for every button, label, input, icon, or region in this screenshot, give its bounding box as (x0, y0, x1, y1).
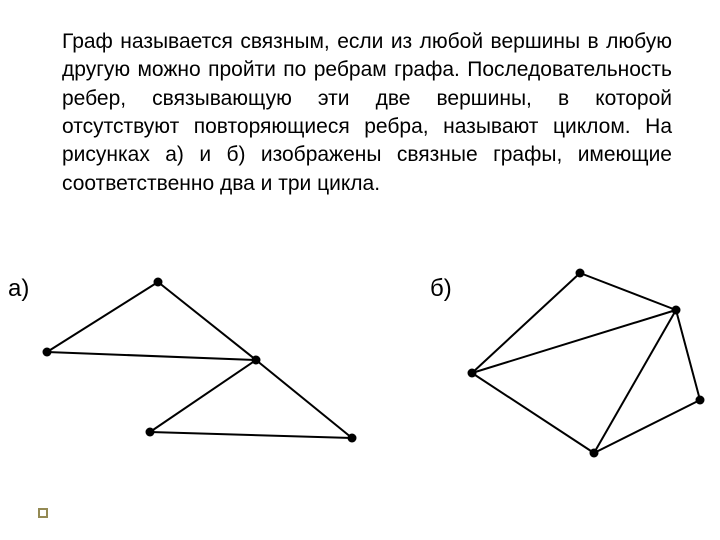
graph-node (154, 278, 163, 287)
graph-edge (47, 352, 256, 360)
graph-edge (150, 432, 352, 438)
graph-edge (472, 273, 580, 373)
graph-node (43, 348, 52, 357)
graph-node (590, 449, 599, 458)
graph-node (146, 428, 155, 437)
graph-node (576, 269, 585, 278)
slide-bullet-icon (38, 508, 48, 518)
graph-node (696, 396, 705, 405)
graph-edge (150, 360, 256, 432)
graph-node (468, 369, 477, 378)
graph-node (252, 356, 261, 365)
graph-edge (676, 310, 700, 400)
graph-edge (580, 273, 676, 310)
graph-canvas (0, 0, 720, 540)
graph-edge (158, 282, 256, 360)
graph-edge (472, 373, 594, 453)
graph-node (672, 306, 681, 315)
graph-edge (256, 360, 352, 438)
graph-edge (47, 282, 158, 352)
graph-node (348, 434, 357, 443)
